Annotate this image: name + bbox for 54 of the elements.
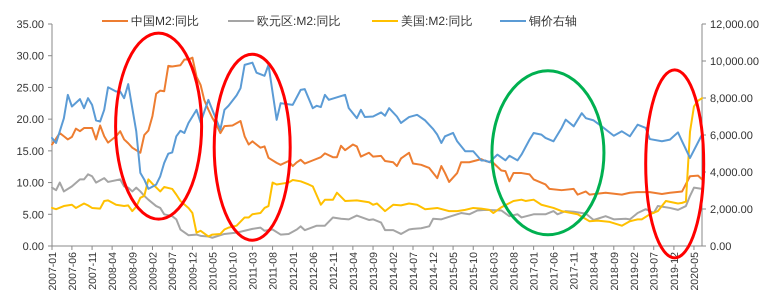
x-tick-label: 2017-01	[528, 252, 541, 291]
x-tick-label: 2014-02	[388, 252, 400, 291]
x-tick-label: 2017-06	[548, 252, 561, 291]
y2-tick-label: 8,000.00	[710, 93, 753, 105]
x-tick-label: 2014-07	[408, 252, 420, 291]
x-tick-label: 2009-07	[167, 252, 180, 291]
x-tick-label: 2009-02	[147, 252, 160, 291]
y2-tick-label: 0.00	[710, 241, 732, 253]
x-tick-label: 2007-06	[66, 252, 79, 291]
x-tick-label: 2020-05	[688, 252, 701, 291]
x-tick-label: 2017-11	[568, 252, 581, 290]
x-tick-label: 2016-08	[508, 252, 520, 291]
y-tick-label: 5.00	[22, 209, 44, 222]
y2-tick-label: 4,000.00	[710, 167, 753, 179]
x-tick-label: 2015-10	[468, 252, 480, 291]
y2-tick-label: 6,000.00	[710, 130, 753, 142]
x-tick-label: 2012-01	[288, 252, 300, 291]
line-series	[51, 173, 703, 239]
x-tick-label: 2008-04	[107, 252, 120, 291]
x-tick-label: 2011-08	[268, 252, 280, 290]
x-tick-label: 2013-04	[348, 252, 360, 291]
y-tick-label: 15.00	[16, 146, 44, 158]
x-tick-label: 2010-05	[207, 252, 220, 291]
x-tick-label: 2013-09	[368, 252, 380, 291]
legend-label: 美国:M2:同比	[401, 14, 472, 28]
legend-label: 铜价右轴	[528, 14, 577, 28]
x-tick-label: 2012-11	[328, 252, 340, 290]
x-tick-label: 2007-11	[87, 252, 100, 290]
legend-label: 欧元区:M2:同比	[257, 14, 340, 28]
x-tick-label: 2018-04	[588, 252, 601, 291]
y-tick-label: 30.00	[16, 50, 44, 63]
y2-tick-label: 10,000.00	[710, 56, 759, 68]
x-tick-label: 2009-12	[187, 252, 200, 291]
y-tick-label: 20.00	[16, 114, 44, 126]
x-tick-label: 2019-02	[628, 252, 641, 291]
y-tick-label: 25.00	[16, 82, 44, 94]
x-tick-label: 2010-10	[227, 252, 240, 291]
x-tick-label: 2014-12	[428, 252, 440, 291]
y-tick-label: 35.00	[16, 19, 44, 31]
x-tick-label: 2018-09	[608, 252, 621, 291]
x-tick-label: 2019-12	[668, 252, 681, 291]
y2-tick-label: 12,000.00	[710, 19, 759, 31]
x-tick-label: 2011-03	[247, 252, 260, 290]
legend-label: 中国M2:同比	[131, 14, 200, 28]
x-tick-label: 2012-06	[308, 252, 320, 291]
x-tick-label: 2016-03	[488, 252, 500, 291]
y-tick-label: 0.00	[22, 241, 44, 253]
x-tick-label: 2007-01	[47, 252, 59, 291]
x-tick-label: 2015-05	[448, 252, 460, 291]
line-series	[51, 97, 703, 238]
y-tick-label: 10.00	[16, 178, 44, 190]
x-tick-label: 2008-09	[127, 252, 140, 291]
x-tick-label: 2019-07	[648, 252, 661, 291]
y2-tick-label: 2,000.00	[710, 204, 753, 216]
